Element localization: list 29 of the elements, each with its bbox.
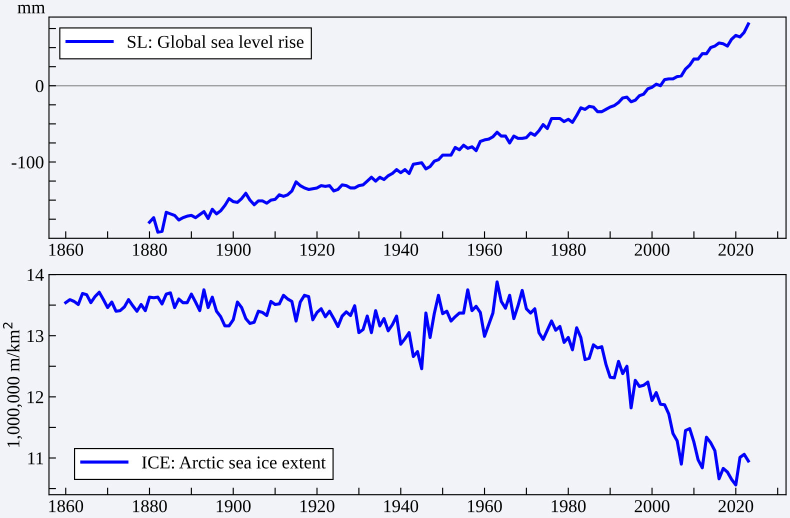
x-tick-label: 1880: [133, 244, 167, 256]
x-tick-label: 1920: [300, 244, 334, 256]
y-axis-title: mm: [18, 4, 46, 14]
x-tick-label: 1980: [552, 500, 586, 512]
x-tick-label: 2020: [718, 500, 754, 512]
x-tick-label: 1940: [384, 500, 418, 512]
x-tick-label: 1880: [133, 500, 167, 512]
legend-label: ICE: Arctic sea ice extent: [142, 456, 326, 469]
y-tick-label: 12: [28, 391, 44, 404]
x-tick-label: 1980: [552, 244, 586, 256]
y-tick-label: 11: [28, 452, 44, 464]
y-tick-label: 0: [36, 80, 44, 92]
x-tick-label: 1960: [468, 244, 502, 256]
x-tick-label: 2000: [634, 500, 670, 512]
y-tick-label: 14: [28, 268, 44, 281]
x-tick-label: 1940: [384, 244, 418, 256]
x-tick-label: 2000: [634, 244, 670, 256]
x-tick-label: 1860: [49, 500, 84, 512]
x-tick-label: 1920: [300, 500, 334, 512]
x-tick-label: 1860: [49, 244, 84, 256]
y-axis-title: 1,000,000 m/km$^{2}$: [3, 322, 22, 447]
x-tick-label: 1960: [468, 500, 502, 512]
x-tick-label: 2020: [718, 244, 754, 256]
y-tick-label: -100: [12, 156, 44, 168]
x-tick-label: 1900: [216, 500, 251, 512]
x-tick-label: 1900: [216, 244, 251, 256]
legend-label: SL: Global sea level rise: [128, 35, 304, 48]
line-series: [64, 280, 750, 486]
y-tick-label: 13: [28, 330, 44, 342]
